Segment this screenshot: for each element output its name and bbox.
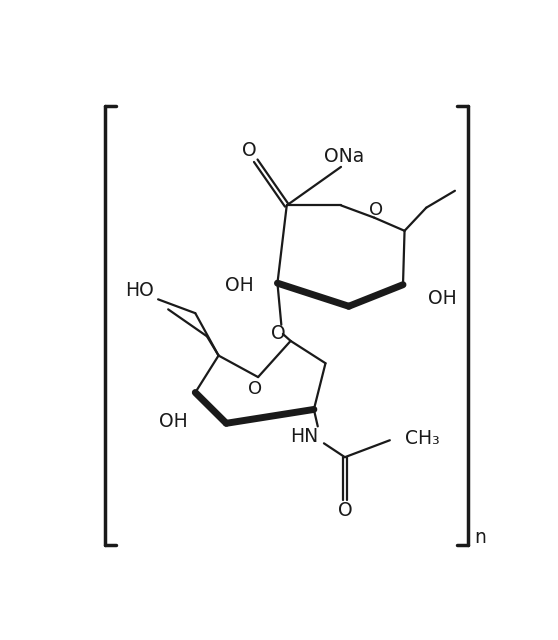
- Text: O: O: [338, 501, 352, 520]
- Text: O: O: [248, 380, 262, 399]
- Text: O: O: [271, 324, 286, 344]
- Text: O: O: [369, 201, 383, 219]
- Text: n: n: [474, 528, 487, 547]
- Text: HO: HO: [126, 280, 154, 300]
- Text: CH₃: CH₃: [405, 429, 440, 448]
- Text: OH: OH: [159, 412, 188, 431]
- Text: HN: HN: [290, 427, 318, 446]
- Text: O: O: [242, 141, 257, 160]
- Text: OH: OH: [428, 289, 456, 308]
- Text: OH: OH: [225, 276, 254, 295]
- Text: ONa: ONa: [324, 147, 364, 166]
